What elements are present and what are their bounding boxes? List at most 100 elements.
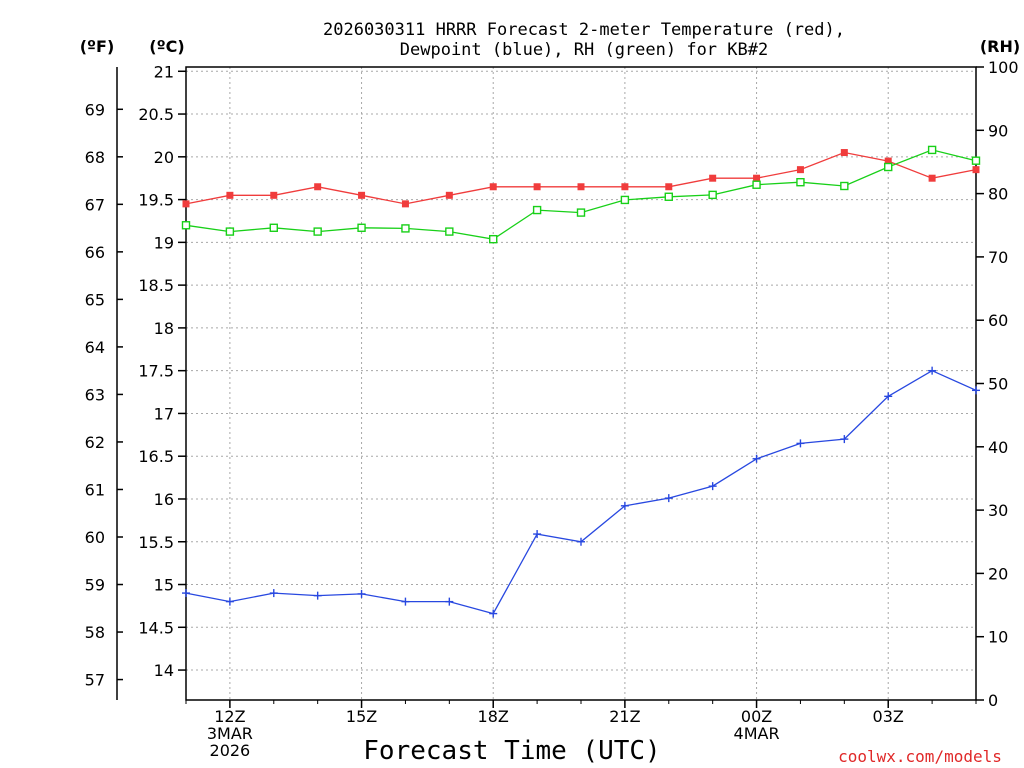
rh-tick-label: 60 <box>988 311 1008 330</box>
2-meter-temperature-point <box>840 149 848 157</box>
rh-point <box>620 195 630 205</box>
rh-tick-label: 30 <box>988 501 1008 520</box>
rh-point <box>181 221 191 230</box>
celsius-tick-label: 15.5 <box>138 533 174 552</box>
celsius-tick-label: 17.5 <box>138 362 174 381</box>
2-meter-temperature-point <box>665 183 673 191</box>
fahrenheit-tick-label: 58 <box>85 623 105 642</box>
fahrenheit-tick-label: 69 <box>85 100 105 119</box>
rh-point <box>927 145 937 155</box>
2-meter-temperature-point <box>972 166 980 174</box>
rh-point <box>313 227 322 236</box>
rh-point <box>708 190 717 200</box>
celsius-tick-label: 19 <box>154 233 174 252</box>
rh-line <box>185 149 977 240</box>
x-tick-label: 15Z <box>346 707 377 726</box>
celsius-tick-label: 18.5 <box>138 276 174 295</box>
celsius-tick-label: 20.5 <box>138 105 174 124</box>
2-meter-temperature-point <box>314 183 322 191</box>
rh-tick-label: 0 <box>988 691 998 710</box>
rh-point <box>445 227 454 236</box>
2-meter-temperature-point <box>577 183 585 191</box>
dewpoint-point <box>620 501 629 510</box>
rh-point <box>664 192 673 201</box>
2-meter-temperature-point <box>489 183 497 191</box>
fahrenheit-tick-label: 64 <box>85 338 105 357</box>
rh-point <box>884 162 893 172</box>
rh-tick-label: 40 <box>988 438 1008 457</box>
rh-tick-label: 20 <box>988 564 1008 583</box>
rh-tick-label: 80 <box>988 185 1008 204</box>
x-tick-label: 4MAR <box>734 724 780 743</box>
dewpoint-point <box>533 530 542 539</box>
dewpoint-point <box>752 454 761 463</box>
dewpoint-point <box>313 591 322 600</box>
dewpoint-point <box>796 439 805 448</box>
fahrenheit-tick-label: 60 <box>85 528 105 547</box>
x-tick-label: 18Z <box>478 707 509 726</box>
2-meter-temperature-point <box>796 166 804 174</box>
fahrenheit-axis-label: (ºF) <box>80 37 115 56</box>
celsius-axis-label: (ºC) <box>149 37 184 56</box>
dewpoint-point <box>445 597 454 606</box>
dewpoint-point <box>269 589 278 598</box>
celsius-tick-label: 14.5 <box>138 618 174 637</box>
fahrenheit-tick-label: 66 <box>85 243 105 262</box>
rh-point <box>576 208 586 217</box>
x-axis-title: Forecast Time (UTC) <box>363 736 660 766</box>
celsius-tick-label: 17 <box>154 404 174 423</box>
fahrenheit-tick-label: 68 <box>85 148 105 167</box>
x-tick-label: 12Z <box>214 707 245 726</box>
dewpoint-point <box>884 392 893 401</box>
2-meter-temperature-point <box>709 174 717 182</box>
fahrenheit-tick-label: 65 <box>85 290 105 309</box>
dewpoint-point <box>489 609 498 618</box>
dewpoint-line <box>185 369 977 615</box>
plot-frame <box>185 66 977 701</box>
dewpoint-point <box>182 589 190 598</box>
x-tick-label: 3MAR <box>207 724 253 743</box>
celsius-tick-label: 15 <box>154 576 174 595</box>
rh-point <box>489 234 498 244</box>
2-meter-temperature-point <box>270 191 278 199</box>
x-tick-label: 03Z <box>873 707 904 726</box>
2-meter-temperature-point <box>401 200 409 208</box>
dewpoint-point <box>577 537 585 546</box>
rh-point <box>532 205 542 215</box>
celsius-tick-label: 20 <box>154 148 174 167</box>
rh-axis-label: (RH) <box>980 37 1020 56</box>
2-meter-temperature-point <box>533 183 541 191</box>
dewpoint-point <box>928 366 937 375</box>
fahrenheit-tick-label: 61 <box>85 480 105 499</box>
2-meter-temperature-point <box>928 174 936 182</box>
2-meter-temperature-point <box>226 191 234 199</box>
rh-point <box>269 223 278 232</box>
x-tick-label: 2026 <box>210 741 251 760</box>
chart-title-line2: Dewpoint (blue), RH (green) for KB#2 <box>400 40 768 60</box>
rh-point <box>971 156 981 165</box>
rh-tick-label: 50 <box>988 375 1008 394</box>
fahrenheit-tick-label: 67 <box>85 195 105 214</box>
celsius-tick-label: 14 <box>154 661 174 680</box>
rh-tick-label: 90 <box>988 121 1008 140</box>
rh-tick-label: 10 <box>988 628 1008 647</box>
fahrenheit-tick-label: 62 <box>85 433 105 452</box>
fahrenheit-tick-label: 57 <box>85 671 105 690</box>
rh-tick-label: 70 <box>988 248 1008 267</box>
celsius-tick-label: 16 <box>154 490 174 509</box>
rh-point <box>401 224 410 233</box>
celsius-tick-label: 16.5 <box>138 447 174 466</box>
gridlines <box>186 67 976 700</box>
celsius-tick-label: 21 <box>154 62 174 81</box>
fahrenheit-tick-label: 63 <box>85 385 105 404</box>
celsius-tick-label: 19.5 <box>138 191 174 210</box>
x-tick-label: 00Z <box>741 707 772 726</box>
dewpoint-point <box>708 482 717 491</box>
2-meter-temperature-point <box>621 183 629 191</box>
rh-point <box>225 227 235 236</box>
dewpoint-point <box>840 435 849 444</box>
rh-tick-label: 100 <box>988 58 1019 77</box>
dewpoint-point <box>401 597 410 606</box>
2-meter-temperature-point <box>884 157 892 165</box>
